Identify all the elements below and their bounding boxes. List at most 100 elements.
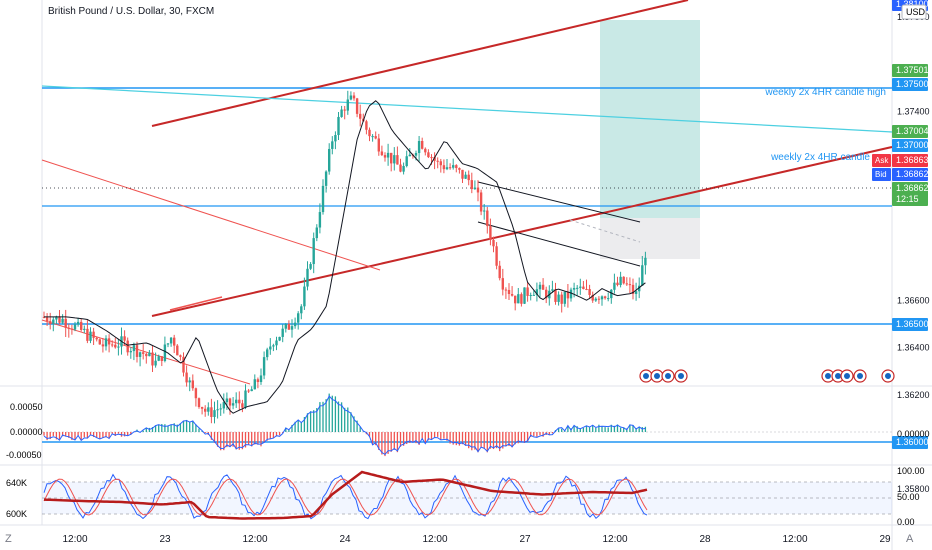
economic-events[interactable] bbox=[639, 369, 895, 383]
channel-upper-trendline[interactable] bbox=[151, 0, 689, 127]
candle-body bbox=[616, 282, 619, 286]
annotation-candle[interactable]: weekly 2x 4HR candle bbox=[770, 152, 870, 163]
candle-body bbox=[145, 353, 148, 357]
candle-body bbox=[560, 294, 563, 304]
us-flag-icon-center bbox=[678, 373, 684, 379]
red-thin-trendline-2[interactable] bbox=[41, 319, 251, 385]
candle-body bbox=[541, 284, 545, 290]
candle-body bbox=[86, 328, 89, 341]
candle-body bbox=[498, 265, 501, 279]
candle-body bbox=[421, 140, 424, 149]
candle-body bbox=[287, 323, 291, 330]
candle-body bbox=[638, 285, 641, 292]
candle-body bbox=[424, 148, 427, 153]
candle-body bbox=[45, 317, 49, 322]
candle-body bbox=[349, 95, 353, 100]
candle-body bbox=[117, 346, 120, 348]
candle-body bbox=[179, 355, 182, 357]
candle-body bbox=[529, 295, 532, 297]
candle-body bbox=[219, 408, 222, 410]
currency-box[interactable] bbox=[901, 4, 927, 20]
cyan-descending-trendline[interactable] bbox=[41, 85, 893, 133]
candle-body bbox=[151, 352, 154, 366]
price-tag-label: Bid bbox=[875, 170, 887, 179]
position-loss-zone[interactable] bbox=[600, 218, 700, 259]
candle-body bbox=[507, 289, 511, 295]
price-badge bbox=[892, 154, 928, 167]
candle-body bbox=[535, 289, 539, 295]
candle-body bbox=[148, 352, 151, 357]
us-flag-icon-center bbox=[885, 373, 891, 379]
candle-body bbox=[238, 399, 241, 404]
candle-body bbox=[585, 288, 588, 290]
candle-body bbox=[405, 156, 408, 167]
price-tick: 1.36600 bbox=[897, 295, 930, 305]
candle-body bbox=[607, 298, 610, 300]
candle-body bbox=[368, 129, 371, 137]
candle-body bbox=[111, 344, 114, 346]
candle-body bbox=[359, 113, 362, 119]
candle-body bbox=[377, 138, 380, 152]
price-badge bbox=[892, 139, 928, 152]
candle-body bbox=[256, 379, 260, 383]
flag-lower-line[interactable] bbox=[477, 221, 641, 267]
zoom-z-icon[interactable]: Z bbox=[5, 533, 12, 545]
candle-body bbox=[123, 336, 126, 341]
us-flag-icon-center bbox=[643, 373, 649, 379]
rsi-right-tick-100: 100.00 bbox=[897, 466, 925, 476]
price-badge-label: 1.36862 bbox=[896, 169, 929, 179]
candle-body bbox=[572, 287, 576, 290]
candle-body bbox=[173, 337, 176, 346]
candle-body bbox=[383, 155, 387, 158]
macd-histogram bbox=[43, 393, 647, 457]
symbol-title[interactable]: British Pound / U.S. Dollar, 30, FXCM bbox=[48, 6, 214, 17]
candle-body bbox=[262, 357, 266, 376]
candle-body bbox=[569, 289, 573, 299]
candle-body bbox=[80, 321, 83, 330]
candle-body bbox=[489, 226, 492, 240]
candle-body bbox=[290, 326, 294, 330]
channel-lower-trendline[interactable] bbox=[151, 146, 893, 317]
candle-body bbox=[194, 388, 198, 399]
candle-body bbox=[269, 346, 272, 350]
us-flag-icon-center bbox=[654, 373, 660, 379]
price-badge bbox=[892, 318, 928, 331]
candle-body bbox=[439, 161, 442, 166]
candle-body bbox=[613, 282, 616, 290]
candle-body bbox=[101, 344, 105, 347]
price-badge bbox=[892, 168, 928, 181]
time-label: 12:00 bbox=[242, 534, 267, 545]
price-tick: 1.36400 bbox=[897, 343, 930, 353]
candle-body bbox=[253, 379, 256, 390]
candle-body bbox=[386, 152, 390, 158]
candle-body bbox=[210, 407, 213, 417]
candle-body bbox=[504, 289, 508, 291]
candle-body bbox=[185, 372, 188, 383]
auto-scale-icon[interactable]: A bbox=[906, 533, 914, 545]
annotation-candle-high[interactable]: weekly 2x 4HR candle high bbox=[764, 87, 886, 98]
price-badge-label: 1.36862 bbox=[896, 183, 929, 193]
small-support-trendline[interactable] bbox=[169, 296, 223, 311]
candle-body bbox=[247, 390, 250, 392]
candle-body bbox=[588, 289, 591, 295]
price-tick: 1.36200 bbox=[897, 390, 930, 400]
flag-upper-line[interactable] bbox=[477, 181, 641, 223]
candle-body bbox=[138, 352, 142, 357]
candle-body bbox=[492, 239, 495, 247]
candle-body bbox=[619, 276, 622, 286]
candle-body bbox=[169, 337, 173, 344]
us-flag-icon-center bbox=[825, 373, 831, 379]
price-badge-label: 1.36000 bbox=[896, 437, 929, 447]
candle-body bbox=[501, 278, 504, 290]
red-thin-trendline-1[interactable] bbox=[41, 159, 381, 271]
candle-body bbox=[312, 238, 315, 265]
candle-body bbox=[70, 328, 74, 330]
candle-body bbox=[163, 344, 167, 361]
price-badge-countdown: 12:15 bbox=[896, 194, 919, 204]
candle-body bbox=[594, 298, 597, 301]
candle-body bbox=[142, 352, 145, 354]
candle-body bbox=[417, 140, 421, 154]
candle-body bbox=[154, 360, 157, 366]
price-tag-label: Ask bbox=[875, 156, 889, 165]
